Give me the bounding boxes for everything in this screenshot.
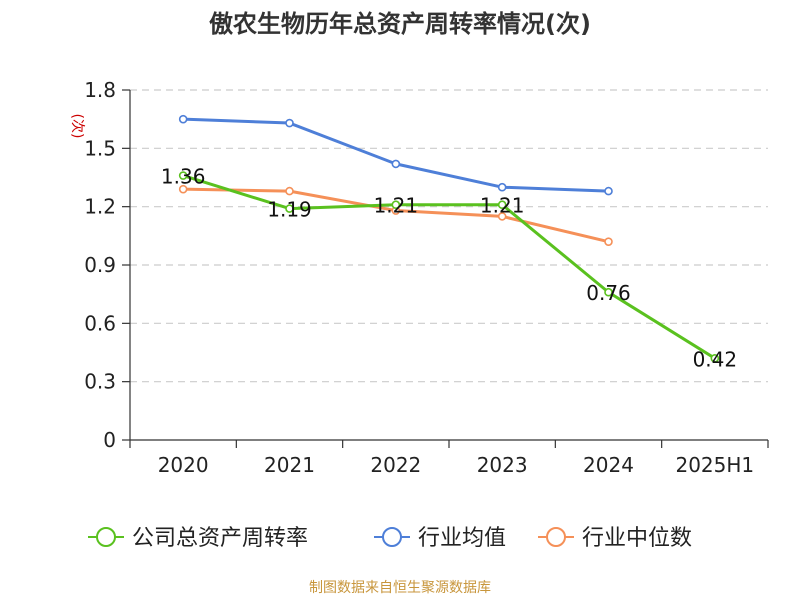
x-tick-label: 2021 [264, 453, 315, 477]
data-point [497, 212, 507, 221]
data-point [604, 287, 613, 297]
data-point [178, 184, 188, 194]
chart-title: 傲农生物历年总资产周转率情况(次) [209, 10, 591, 38]
series-line [183, 117, 609, 193]
legend-label: 公司总资产周转率 [132, 526, 308, 551]
data-point [391, 159, 401, 169]
y-tick-label: 0.9 [84, 253, 116, 277]
source-note: 制图数据来自恒生聚源数据库 [309, 580, 491, 596]
series-line [182, 174, 716, 360]
legend-marker [546, 527, 566, 547]
x-tick-label: 2024 [583, 453, 634, 477]
data-point [604, 186, 613, 196]
data-point [497, 182, 507, 192]
data-label: 0.76 [586, 281, 631, 305]
grid-lines [130, 89, 768, 383]
data-point [178, 171, 188, 180]
y-tick-label: 1.5 [84, 136, 116, 160]
data-label: 1.36 [161, 165, 206, 189]
data-point [710, 354, 720, 363]
x-tick-label: 2022 [370, 453, 421, 477]
data-label: 1.19 [267, 198, 312, 222]
y-tick-label: 1.8 [84, 78, 116, 102]
x-tick-label: 2025H1 [675, 453, 754, 477]
data-point [391, 200, 401, 210]
data-labels: 1.36 1.19 1.21 1.21 0.76 0.42 [161, 165, 737, 372]
data-point [285, 204, 294, 213]
data-point [604, 237, 613, 246]
data-label: 1.21 [374, 194, 419, 218]
data-label: 1.21 [480, 194, 525, 218]
legend: 公司总资产周转率 行业均值 行业中位数 [88, 526, 692, 551]
legend-marker [96, 527, 116, 547]
series-lines [178, 114, 720, 363]
y-axis-unit: (次) [69, 114, 85, 139]
data-point [285, 118, 294, 128]
x-tick-label: 2020 [158, 453, 209, 477]
y-tick-label: 1.2 [84, 195, 116, 219]
legend-marker [382, 527, 402, 547]
legend-label: 行业中位数 [582, 526, 692, 551]
data-point [178, 114, 188, 124]
y-tick-label: 0.6 [84, 311, 116, 335]
data-point [497, 200, 507, 210]
x-tick-label: 2023 [477, 453, 528, 477]
data-point [285, 186, 294, 196]
y-tick-label: 0.3 [84, 370, 116, 394]
axes: 0 0.3 0.6 0.9 1.2 1.5 1.8 2020 2021 2022 2023 2024 2… [84, 78, 769, 477]
legend-label: 行业均值 [418, 526, 506, 551]
y-tick-label: 0 [103, 428, 116, 452]
data-label: 0.42 [693, 347, 738, 371]
